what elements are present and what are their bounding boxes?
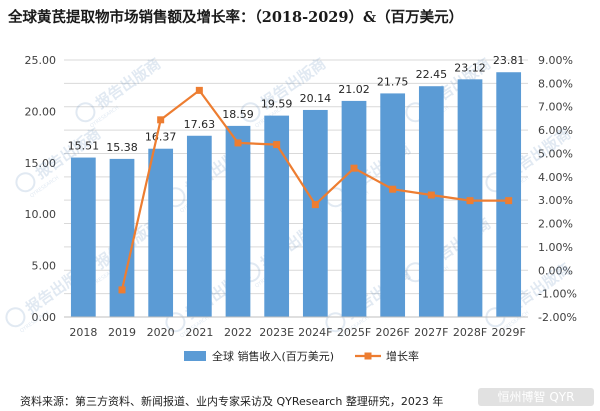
growth-rate-point [466, 197, 474, 205]
x-tick-label: 2020 [147, 326, 175, 339]
legend-line-marker [364, 352, 372, 360]
y-right-tick-label: 8.00% [538, 77, 573, 90]
bar [496, 72, 522, 317]
bar-value-label: 15.51 [68, 140, 100, 153]
x-tick-label: 2021 [185, 326, 213, 339]
bar [186, 135, 212, 317]
corner-watermark: 恒州博智 QYR [478, 388, 594, 406]
y-left-tick-label: 0.00 [32, 311, 57, 324]
y-left-tick-label: 10.00 [25, 208, 57, 221]
y-left-tick-label: 15.00 [25, 157, 57, 170]
watermark-logo-icon [75, 102, 96, 123]
bar [225, 125, 251, 317]
bar-value-label: 20.14 [300, 92, 332, 105]
x-tick-label: 2023E [259, 326, 294, 339]
bar-value-label: 19.59 [261, 98, 293, 111]
growth-rate-point [273, 141, 281, 149]
bar [380, 93, 406, 317]
y-right-tick-label: 9.00% [538, 54, 573, 67]
growth-rate-point [234, 139, 242, 147]
growth-rate-point [427, 191, 435, 199]
x-tick-label: 2029F [492, 326, 526, 339]
y-right-tick-label: 6.00% [538, 124, 573, 137]
bar [341, 100, 367, 317]
bar-value-label: 17.63 [184, 118, 216, 131]
y-right-tick-label: -2.00% [538, 311, 577, 324]
watermark-logo-icon [240, 102, 261, 123]
watermark-logo-icon [15, 172, 36, 193]
legend-bar-swatch [184, 351, 206, 361]
x-tick-label: 2024F [298, 326, 332, 339]
bar [418, 86, 444, 318]
x-tick-label: 2018 [69, 326, 97, 339]
growth-rate-point [195, 86, 203, 94]
bar [70, 157, 96, 317]
y-right-tick-label: 5.00% [538, 147, 573, 160]
y-right-tick-label: 1.00% [538, 241, 573, 254]
x-tick-label: 2028F [453, 326, 487, 339]
y-right-tick-label: 2.00% [538, 218, 573, 231]
bar-value-label: 15.38 [106, 141, 138, 154]
bar-value-label: 23.81 [493, 54, 525, 67]
x-tick-label: 2019 [108, 326, 136, 339]
y-right-tick-label: 4.00% [538, 171, 573, 184]
bar-value-label: 22.45 [416, 68, 448, 81]
growth-rate-point [311, 201, 319, 209]
bar-value-label: 23.12 [454, 61, 486, 74]
x-tick-label: 2026F [376, 326, 410, 339]
bar-value-label: 16.37 [145, 131, 177, 144]
x-tick-label: 2022 [224, 326, 252, 339]
growth-rate-point [118, 286, 126, 294]
bar-value-label: 21.75 [377, 75, 409, 88]
source-note: 资料来源：第三方资料、新闻报道、业内专家采访及 QYResearch 整理研究，… [20, 395, 444, 408]
growth-rate-point [157, 116, 165, 124]
y-left-tick-label: 20.00 [25, 105, 57, 118]
y-right-tick-label: 0.00% [538, 264, 573, 277]
growth-rate-point [389, 185, 397, 193]
y-right-tick-label: -1.00% [538, 288, 577, 301]
bar-value-label: 18.59 [222, 108, 254, 121]
legend: 全球 销售收入(百万美元) 增长率 [184, 349, 419, 363]
y-left-tick-label: 5.00 [32, 260, 57, 273]
watermark-logo-icon [5, 307, 26, 328]
growth-rate-point [505, 197, 513, 205]
y-left-tick-label: 25.00 [25, 54, 57, 67]
bar [264, 115, 290, 317]
bar [302, 109, 328, 317]
y-right-tick-label: 3.00% [538, 194, 573, 207]
x-tick-label: 2027F [414, 326, 448, 339]
y-right-tick-label: 7.00% [538, 101, 573, 114]
chart-title: 全球黄芪提取物市场销售额及增长率：（2018-2029）&（百万美元） [8, 9, 464, 26]
x-tick-label: 2025F [337, 326, 371, 339]
bar-value-label: 21.02 [338, 83, 370, 96]
growth-rate-point [350, 164, 358, 172]
bar [148, 148, 174, 317]
legend-line-label: 增长率 [386, 349, 419, 363]
legend-bar-label: 全球 销售收入(百万美元) [212, 349, 334, 363]
